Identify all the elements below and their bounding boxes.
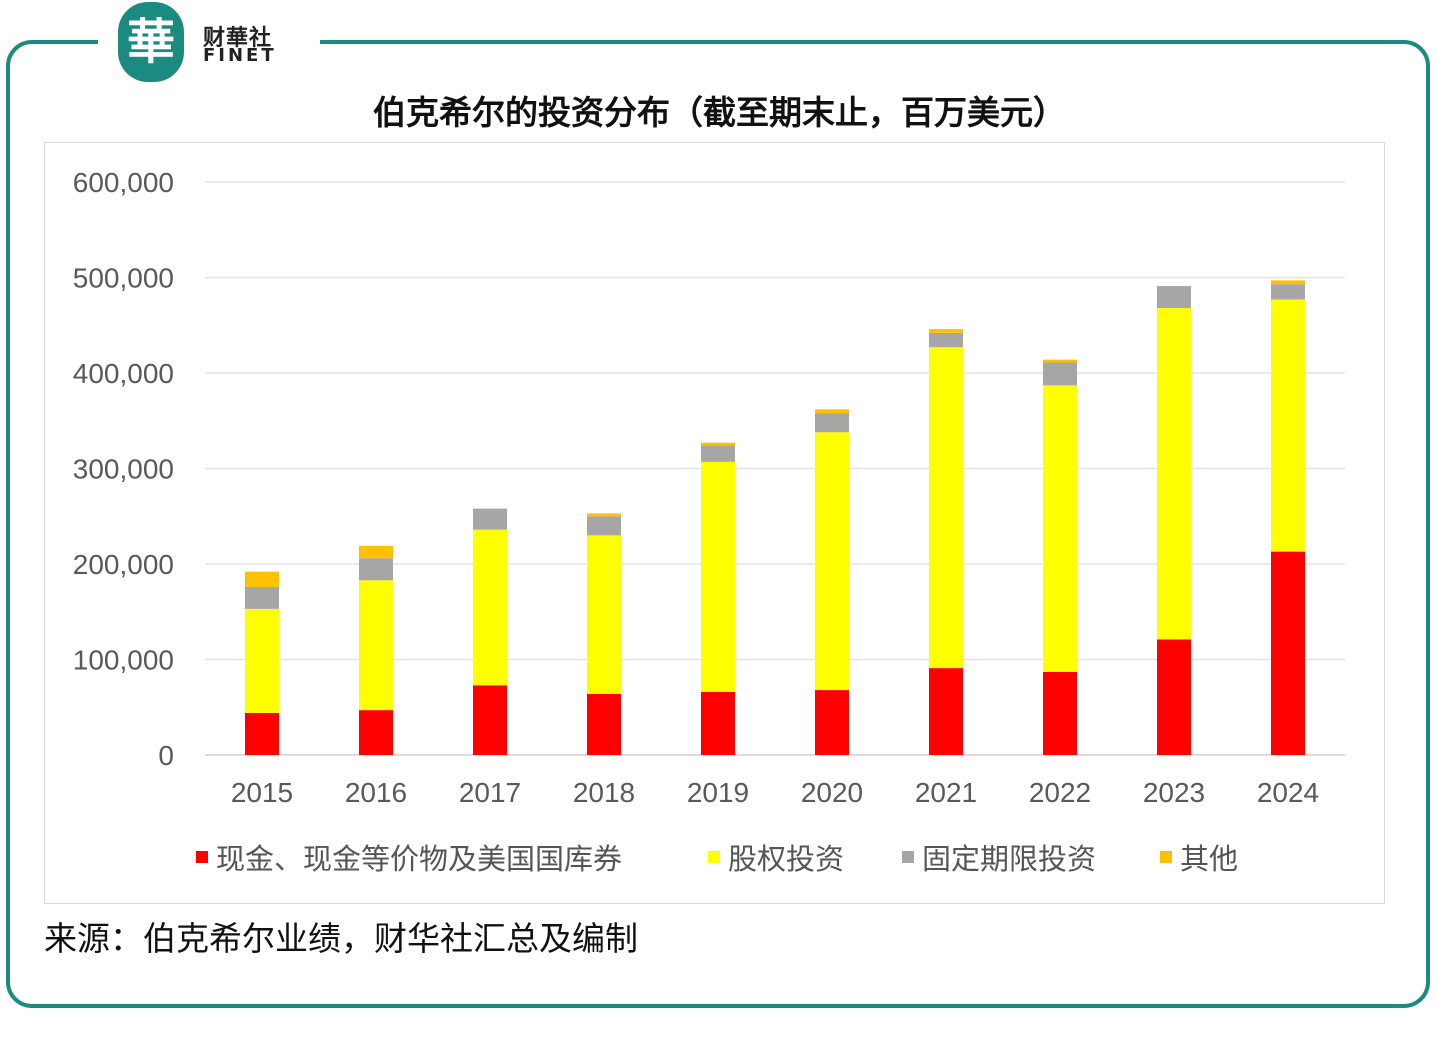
bar-segment-2016-s0: [359, 710, 393, 755]
bar-segment-2022-s3: [1043, 359, 1077, 363]
x-tick-label: 2015: [231, 777, 293, 808]
x-tick-label: 2021: [915, 777, 977, 808]
legend-label: 固定期限投资: [922, 842, 1097, 876]
bar-segment-2018-s2: [587, 516, 621, 536]
bar-segment-2019-s2: [701, 445, 735, 462]
y-tick-label: 500,000: [73, 263, 174, 294]
brand-name-cn: 财華社: [203, 26, 273, 51]
legend-swatch: [708, 851, 720, 863]
y-tick-label: 400,000: [73, 358, 174, 389]
bar-segment-2018-s0: [587, 693, 621, 755]
bar-segment-2024-s2: [1271, 284, 1305, 300]
bar-segment-2017-s2: [473, 508, 507, 530]
bar-segment-2023-s0: [1157, 639, 1191, 755]
legend-label: 其他: [1180, 842, 1239, 876]
bar-segment-2017-s1: [473, 529, 507, 686]
card-frame: [6, 40, 1430, 1008]
bar-segment-2015-s0: [245, 712, 279, 755]
x-tick-label: 2024: [1257, 777, 1319, 808]
x-tick-label: 2018: [573, 777, 635, 808]
legend-item: 固定期限投资: [902, 836, 1096, 878]
x-tick-label: 2023: [1143, 777, 1205, 808]
bar-segment-2015-s3: [245, 571, 279, 587]
chart-title: 伯克希尔的投资分布（截至期末止，百万美元）: [373, 93, 1066, 132]
y-tick-label: 100,000: [73, 645, 174, 676]
x-tick-label: 2022: [1029, 777, 1091, 808]
bar-segment-2016-s2: [359, 558, 393, 581]
bar-segment-2020-s1: [815, 432, 849, 691]
plot-area: [44, 142, 1385, 904]
bar-segment-2016-s1: [359, 580, 393, 711]
bar-segment-2022-s1: [1043, 385, 1077, 672]
bar-segment-2015-s1: [245, 608, 279, 713]
bar-segment-2018-s1: [587, 535, 621, 694]
y-tick-label: 600,000: [73, 167, 174, 198]
bar-segment-2023-s2: [1157, 286, 1191, 309]
bar-segment-2020-s2: [815, 413, 849, 433]
x-tick-label: 2017: [459, 777, 521, 808]
bar-segment-2021-s3: [929, 329, 963, 333]
bar-segment-2021-s0: [929, 668, 963, 755]
legend-swatch: [196, 851, 208, 863]
legend-swatch: [902, 851, 914, 863]
bar-segment-2021-s2: [929, 332, 963, 348]
legend-item: 股权投资: [708, 836, 844, 878]
y-tick-label: 200,000: [73, 549, 174, 580]
bar-segment-2024-s1: [1271, 299, 1305, 552]
bar-segment-2019-s3: [701, 442, 735, 446]
bar-segment-2024-s3: [1271, 280, 1305, 285]
bar-segment-2016-s3: [359, 545, 393, 559]
legend-swatch: [1160, 851, 1172, 863]
source-note: 来源：伯克希尔业绩，财华社汇总及编制: [44, 919, 638, 958]
bar-segment-2022-s2: [1043, 362, 1077, 386]
bar-segment-2015-s2: [245, 586, 279, 609]
bar-segment-2022-s0: [1043, 671, 1077, 755]
bar-segment-2017-s0: [473, 685, 507, 755]
y-tick-label: 0: [158, 740, 174, 771]
bar-segment-2019-s1: [701, 461, 735, 692]
x-tick-label: 2020: [801, 777, 863, 808]
legend-item: 现金、现金等价物及美国国库券: [196, 836, 622, 878]
y-tick-label: 300,000: [73, 454, 174, 485]
legend-label: 股权投资: [728, 842, 845, 876]
bar-segment-2021-s1: [929, 347, 963, 669]
bar-segment-2020-s0: [815, 690, 849, 755]
finet-logo-mark: 華: [118, 2, 184, 82]
bar-segment-2020-s3: [815, 409, 849, 414]
x-tick-label: 2019: [687, 777, 749, 808]
bar-segment-2024-s0: [1271, 551, 1305, 755]
bar-segment-2023-s1: [1157, 308, 1191, 640]
legend-item: 其他: [1160, 836, 1238, 878]
x-tick-label: 2016: [345, 777, 407, 808]
legend-label: 现金、现金等价物及美国国库券: [216, 842, 623, 876]
bar-segment-2018-s3: [587, 513, 621, 517]
brand-name-en: FINET: [203, 45, 277, 66]
bar-segment-2019-s0: [701, 691, 735, 755]
